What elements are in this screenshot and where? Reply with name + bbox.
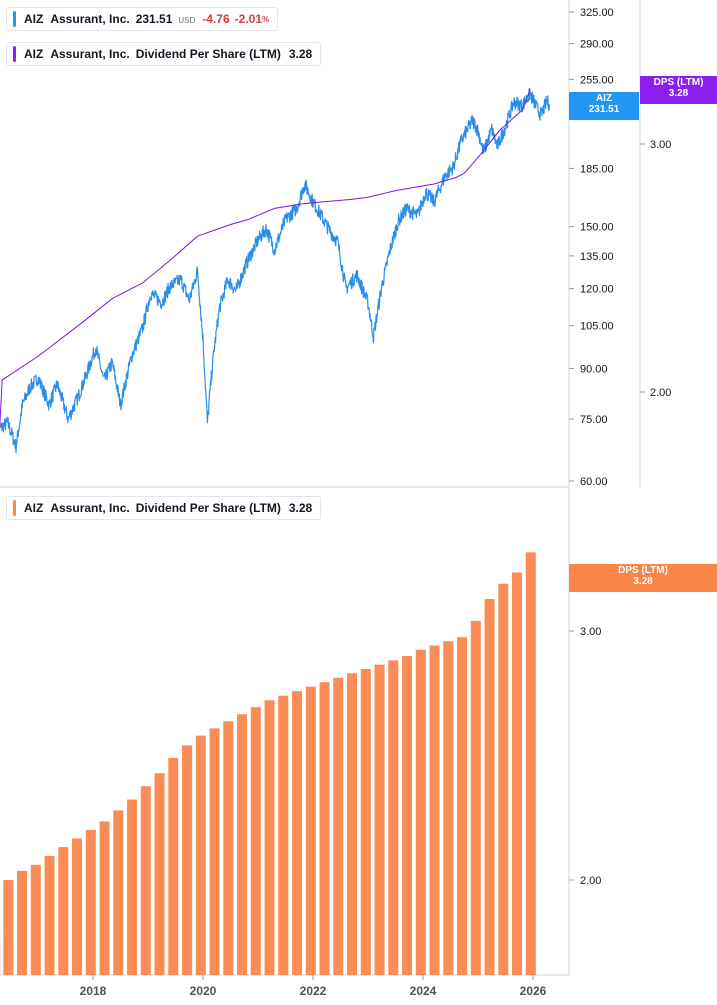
price-axis-tag: AIZ 231.51 xyxy=(569,92,639,120)
price-legend-ticker: AIZ xyxy=(24,12,44,26)
dps-bar xyxy=(512,572,523,975)
price-legend-change-pct: -2.01 xyxy=(234,12,263,26)
price-axis-tick-label: 75.00 xyxy=(580,414,608,426)
dps-bar xyxy=(85,829,96,975)
dps-bar xyxy=(470,620,481,975)
dps-bottom-legend-metric: Dividend Per Share (LTM) xyxy=(135,501,281,515)
dps-bar xyxy=(195,735,206,975)
dps-top-axis-tick-label: 3.00 xyxy=(650,139,671,151)
dps-bottom-legend[interactable]: AIZ Assurant, Inc. Dividend Per Share (L… xyxy=(6,496,322,520)
dps-bar xyxy=(278,695,289,975)
price-axis-tick-label: 150.00 xyxy=(580,222,614,234)
dps-bar xyxy=(58,847,69,975)
dps-bar xyxy=(347,673,358,975)
dps-bar xyxy=(388,660,399,975)
price-axis-tick-label: 255.00 xyxy=(580,74,614,86)
dps-bar xyxy=(264,700,275,975)
dps-bar xyxy=(223,721,234,975)
dps-bar xyxy=(72,838,83,975)
dps-bar xyxy=(498,583,509,975)
dps-bar xyxy=(3,880,14,975)
price-axis-tag-label: AIZ xyxy=(595,93,613,104)
price-axis-tick-label: 60.00 xyxy=(580,476,608,488)
dps-bar xyxy=(429,645,440,975)
dps-bar xyxy=(305,686,316,975)
dps-bar xyxy=(360,668,371,975)
dps-top-legend-value: 3.28 xyxy=(288,47,313,61)
dps-bar xyxy=(99,821,110,975)
dps-top-axis-tag-value: 3.28 xyxy=(668,88,689,99)
price-legend-swatch xyxy=(13,11,16,27)
dps-top-legend[interactable]: AIZ Assurant, Inc. Dividend Per Share (L… xyxy=(6,42,322,66)
dps-bottom-axis-tag-value: 3.28 xyxy=(633,576,653,587)
time-axis-tick-label: 2022 xyxy=(300,984,327,998)
dps-top-axis-tick-label: 2.00 xyxy=(650,387,671,399)
dps-bar xyxy=(182,745,193,975)
dps-bar xyxy=(30,864,41,975)
dps-bar xyxy=(402,656,413,975)
dps-bar xyxy=(237,714,248,975)
dps-bar xyxy=(209,728,220,975)
dps-top-legend-name: Assurant, Inc. xyxy=(50,47,130,61)
dps-series-line xyxy=(0,89,531,432)
dps-bar xyxy=(140,786,151,975)
price-legend-change: -4.76 xyxy=(202,12,230,26)
dps-bar xyxy=(168,757,179,975)
dps-bar xyxy=(415,649,426,975)
dps-bar xyxy=(154,773,165,975)
time-axis-tick-label: 2020 xyxy=(190,984,217,998)
dps-bottom-axis-tick-label: 3.00 xyxy=(580,626,601,638)
dps-bar xyxy=(374,664,385,975)
dps-bottom-axis-tick-label: 2.00 xyxy=(580,875,601,887)
dps-bar xyxy=(44,855,55,975)
dps-top-legend-ticker: AIZ xyxy=(24,47,44,61)
price-axis-tag-value: 231.51 xyxy=(588,104,620,115)
dps-bar xyxy=(17,870,28,975)
price-series-line xyxy=(0,87,551,454)
dps-bar xyxy=(292,691,303,975)
dps-bar xyxy=(113,810,124,975)
dps-bottom-axis-tag: DPS (LTM) 3.28 xyxy=(569,564,717,592)
dps-bar xyxy=(525,552,536,975)
price-legend-name: Assurant, Inc. xyxy=(50,12,130,26)
dps-bar xyxy=(457,637,468,975)
time-axis-tick-label: 2026 xyxy=(520,984,547,998)
dps-bottom-legend-value: 3.28 xyxy=(288,501,313,515)
dps-bar xyxy=(319,682,330,975)
dps-bar xyxy=(484,599,495,975)
dps-bottom-legend-ticker: AIZ xyxy=(24,501,44,515)
price-axis-tick-label: 185.00 xyxy=(580,163,614,175)
price-axis-tick-label: 135.00 xyxy=(580,251,614,263)
dps-top-axis-tag: DPS (LTM) 3.28 xyxy=(640,76,717,104)
dps-top-axis-tag-label: DPS (LTM) xyxy=(653,77,704,88)
price-axis-tick-label: 325.00 xyxy=(580,7,614,19)
price-axis-tick-label: 120.00 xyxy=(580,284,614,296)
price-legend[interactable]: AIZ Assurant, Inc. 231.51 USD -4.76 -2.0… xyxy=(6,7,279,31)
price-legend-price: 231.51 xyxy=(135,12,173,26)
time-axis-tick-label: 2024 xyxy=(410,984,437,998)
time-axis-tick-label: 2018 xyxy=(80,984,107,998)
dps-bottom-legend-name: Assurant, Inc. xyxy=(50,501,130,515)
price-legend-currency: USD xyxy=(178,15,196,25)
dps-top-legend-metric: Dividend Per Share (LTM) xyxy=(135,47,281,61)
dps-top-legend-swatch xyxy=(13,46,16,62)
price-legend-pct-sign: % xyxy=(262,14,270,24)
price-axis-tick-label: 90.00 xyxy=(580,363,608,375)
dps-bar xyxy=(443,641,454,975)
dps-bottom-axis-tag-label: DPS (LTM) xyxy=(618,565,668,576)
price-axis-tick-label: 290.00 xyxy=(580,39,614,51)
dps-bottom-legend-swatch xyxy=(13,500,16,516)
price-axis-tick-label: 105.00 xyxy=(580,321,614,333)
dps-bar xyxy=(250,707,261,975)
dps-bar xyxy=(333,677,344,975)
dps-bar xyxy=(127,799,138,975)
